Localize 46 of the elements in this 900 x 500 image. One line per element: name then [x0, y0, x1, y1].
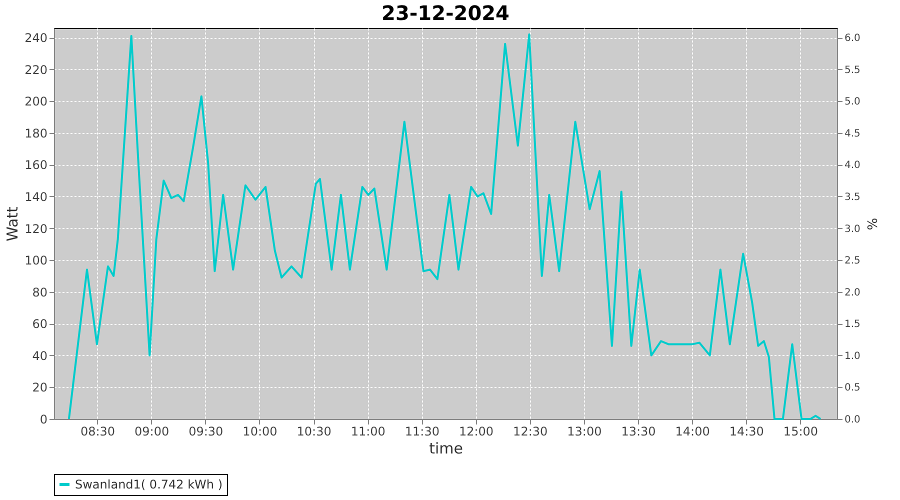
y-tick-label: 200 — [24, 94, 48, 109]
y-tick-label: 220 — [24, 62, 48, 77]
y2-tick-label: 5.0 — [844, 96, 860, 108]
y-tick-label: 60 — [32, 317, 48, 332]
y2-tick-label: 2.5 — [844, 256, 860, 267]
y-tick-label: 180 — [24, 126, 48, 140]
y2-tick-label: 0.0 — [844, 414, 860, 426]
y2-tick-label: 0.5 — [844, 382, 860, 394]
y2-tick-label: 5.5 — [844, 64, 860, 76]
x-tick-label: 14:00 — [675, 424, 710, 438]
y-tick-label: 240 — [24, 31, 48, 46]
line-series — [68, 33, 822, 420]
y-tick-label: 80 — [32, 285, 48, 300]
x-tick-label: 11:30 — [404, 424, 440, 438]
x-tick-label: 12:30 — [513, 424, 548, 438]
x-tick-label: 14:30 — [729, 424, 764, 438]
x-tick-label: 09:30 — [188, 424, 224, 438]
legend-label: Swanland1( 0.742 kWh ) — [75, 478, 223, 492]
y2-tick-label: 4.5 — [844, 128, 860, 140]
y-tick-label: 40 — [32, 348, 48, 363]
y2-tick-label: 4.0 — [844, 160, 860, 172]
x-tick-label: 10:00 — [242, 424, 278, 438]
y2-tick-label: 6.0 — [844, 33, 860, 44]
y2-axis-title: % — [863, 218, 878, 230]
x-axis-title: time — [429, 440, 463, 458]
x-tick-label: 15:00 — [783, 424, 818, 438]
y-tick-label: 100 — [24, 254, 48, 268]
x-tick-label: 11:00 — [350, 424, 386, 438]
chart-title: 23-12-2024 — [382, 1, 510, 25]
y-axis-title: Watt — [4, 206, 22, 242]
y2-tick-label: 3.0 — [844, 224, 860, 235]
y-tick-label: 140 — [24, 190, 48, 204]
y2-tick-label: 1.5 — [844, 319, 860, 330]
x-tick-label: 10:30 — [296, 424, 332, 438]
y2-tick-label: 1.0 — [844, 350, 860, 362]
y-tick-label: 120 — [24, 222, 48, 236]
x-tick-label: 13:00 — [567, 424, 602, 438]
y2-tick-label: 2.0 — [844, 287, 860, 298]
x-tick-label: 08:30 — [80, 424, 116, 438]
x-tick-label: 13:30 — [621, 424, 656, 438]
y-tick-label: 160 — [24, 158, 48, 172]
x-tick-label: 09:00 — [134, 424, 170, 438]
y-tick-label: 0 — [40, 412, 48, 426]
y2-tick-label: 3.5 — [844, 192, 860, 203]
y-tick-label: 20 — [32, 380, 48, 395]
x-tick-label: 12:00 — [458, 424, 494, 438]
